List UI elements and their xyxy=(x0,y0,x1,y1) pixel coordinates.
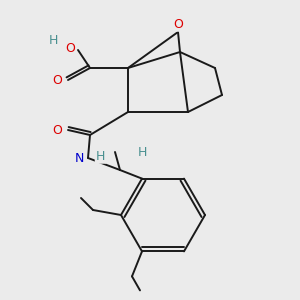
Text: H: H xyxy=(138,146,147,160)
Text: N: N xyxy=(75,152,84,164)
Text: O: O xyxy=(52,124,62,136)
Text: H: H xyxy=(49,34,58,46)
Text: O: O xyxy=(52,74,62,86)
Text: O: O xyxy=(65,41,75,55)
Text: O: O xyxy=(173,17,183,31)
Text: H: H xyxy=(96,149,105,163)
